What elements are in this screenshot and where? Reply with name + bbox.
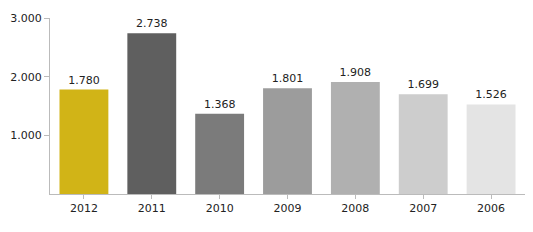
svg-text:2.738: 2.738 (136, 17, 168, 30)
svg-text:1.699: 1.699 (407, 78, 439, 91)
svg-text:2006: 2006 (477, 202, 505, 215)
svg-text:3.000: 3.000 (10, 12, 42, 25)
svg-text:2007: 2007 (409, 202, 437, 215)
svg-text:1.908: 1.908 (340, 66, 372, 79)
svg-text:2008: 2008 (341, 202, 369, 215)
svg-text:2.000: 2.000 (10, 71, 42, 84)
svg-text:2009: 2009 (274, 202, 302, 215)
svg-text:1.000: 1.000 (10, 129, 42, 142)
svg-text:2011: 2011 (138, 202, 166, 215)
svg-text:1.368: 1.368 (204, 98, 236, 111)
svg-text:1.801: 1.801 (272, 72, 304, 85)
svg-text:2012: 2012 (70, 202, 98, 215)
svg-text:1.780: 1.780 (68, 74, 100, 87)
svg-text:2010: 2010 (206, 202, 234, 215)
svg-text:1.526: 1.526 (475, 88, 507, 101)
